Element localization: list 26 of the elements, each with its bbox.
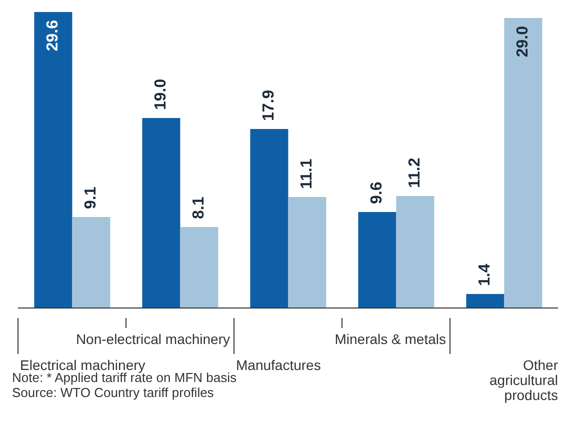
bar — [250, 129, 288, 308]
data-label: 17.9 — [260, 90, 278, 121]
bar — [396, 196, 434, 308]
data-label: 8.1 — [190, 196, 208, 219]
data-label: 1.4 — [476, 264, 494, 286]
bar — [142, 118, 180, 308]
bar — [34, 12, 72, 308]
x-tick-label: Manufactures — [236, 357, 321, 373]
x-tick-label: Non-electrical machinery — [76, 331, 230, 347]
data-label: 11.1 — [298, 158, 316, 189]
data-label: 29.6 — [44, 20, 62, 52]
x-tick-label: Minerals & metals — [334, 331, 446, 347]
bar — [288, 197, 326, 308]
bar — [180, 227, 218, 308]
x-tick-label: Other agricultural products — [490, 357, 558, 403]
x-tick-label: Electrical machinery — [20, 357, 146, 373]
bar — [504, 18, 542, 308]
source-note: Source: WTO Country tariff profiles — [12, 385, 214, 400]
data-label: 11.2 — [406, 158, 424, 188]
data-label: 9.1 — [82, 186, 100, 209]
bar — [358, 212, 396, 308]
bar — [72, 217, 110, 308]
bar — [466, 294, 504, 308]
data-label: 9.6 — [368, 182, 386, 204]
data-label: 29.0 — [514, 26, 532, 58]
data-label: 19.0 — [152, 78, 170, 110]
